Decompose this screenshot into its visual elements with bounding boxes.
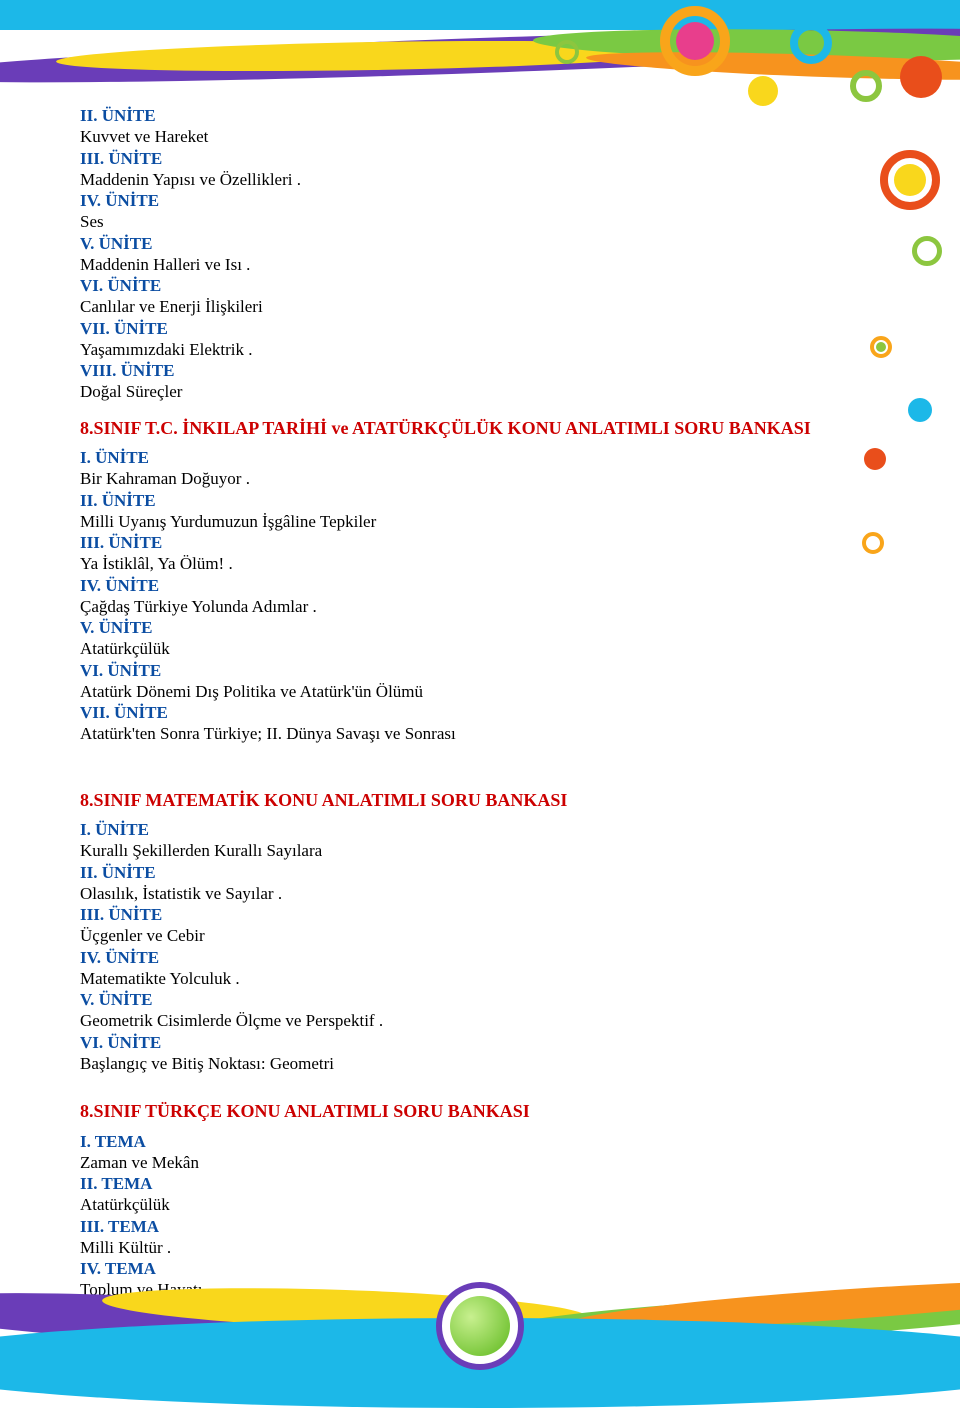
unit-topic: Atatürkçülük: [80, 1194, 840, 1215]
unit-topic: Canlılar ve Enerji İlişkileri: [80, 296, 840, 317]
decor-circle: [894, 164, 926, 196]
unit-label: IV. ÜNİTE: [80, 947, 840, 968]
unit-label: IV. ÜNİTE: [80, 575, 840, 596]
decor-circle: [864, 448, 886, 470]
unit-topic: Milli Kültür .: [80, 1237, 840, 1258]
unit-topic: Zaman ve Mekân: [80, 1152, 840, 1173]
section-heading-matematik: 8.SINIF MATEMATİK KONU ANLATIMLI SORU BA…: [80, 789, 840, 812]
decor-circle: [748, 76, 778, 106]
decor-circle: [790, 22, 832, 64]
unit-label: V. ÜNİTE: [80, 233, 840, 254]
unit-topic: Ses: [80, 211, 840, 232]
unit-label: VII. ÜNİTE: [80, 318, 840, 339]
unit-label: III. ÜNİTE: [80, 148, 840, 169]
unit-label: I. ÜNİTE: [80, 447, 840, 468]
unit-topic: Maddenin Halleri ve Isı .: [80, 254, 840, 275]
unit-topic: Doğal Süreçler: [80, 381, 840, 402]
matematik-units-block: I. ÜNİTE Kurallı Şekillerden Kurallı Say…: [80, 819, 840, 1074]
unit-label: I. TEMA: [80, 1131, 840, 1152]
decor-circle: [676, 22, 714, 60]
unit-label: IV. TEMA: [80, 1258, 840, 1279]
unit-label: V. ÜNİTE: [80, 989, 840, 1010]
unit-label: VII. ÜNİTE: [80, 702, 840, 723]
decor-circle: [555, 40, 579, 64]
unit-label: VI. ÜNİTE: [80, 275, 840, 296]
unit-label: III. ÜNİTE: [80, 532, 840, 553]
unit-topic: Olasılık, İstatistik ve Sayılar .: [80, 883, 840, 904]
unit-topic: Maddenin Yapısı ve Özellikleri .: [80, 169, 840, 190]
unit-label: VI. ÜNİTE: [80, 660, 840, 681]
unit-label: II. ÜNİTE: [80, 105, 840, 126]
fen-units-block: II. ÜNİTE Kuvvet ve Hareket III. ÜNİTE M…: [80, 105, 840, 403]
unit-label: VIII. ÜNİTE: [80, 360, 840, 381]
unit-topic: Matematikte Yolculuk .: [80, 968, 840, 989]
decor-circle: [908, 398, 932, 422]
unit-topic: Başlangıç ve Bitiş Noktası: Geometri: [80, 1053, 840, 1074]
unit-topic: Bir Kahraman Doğuyor .: [80, 468, 840, 489]
unit-label: V. ÜNİTE: [80, 617, 840, 638]
unit-topic: Geometrik Cisimlerde Ölçme ve Perspektif…: [80, 1010, 840, 1031]
unit-topic: Atatürk'ten Sonra Türkiye; II. Dünya Sav…: [80, 723, 840, 744]
section-heading-inkilap: 8.SINIF T.C. İNKILAP TARİHİ ve ATATÜRKÇÜ…: [80, 417, 840, 440]
unit-topic: Üçgenler ve Cebir: [80, 925, 840, 946]
unit-label: III. ÜNİTE: [80, 904, 840, 925]
section-heading-turkce: 8.SINIF TÜRKÇE KONU ANLATIMLI SORU BANKA…: [80, 1100, 840, 1123]
unit-topic: Kuvvet ve Hareket: [80, 126, 840, 147]
decor-circle: [900, 56, 942, 98]
unit-topic: Kurallı Şekillerden Kurallı Sayılara: [80, 840, 840, 861]
unit-topic: Atatürkçülük: [80, 638, 840, 659]
unit-label: VI. ÜNİTE: [80, 1032, 840, 1053]
unit-topic: Ya İstiklâl, Ya Ölüm! .: [80, 553, 840, 574]
document-content: II. ÜNİTE Kuvvet ve Hareket III. ÜNİTE M…: [80, 105, 840, 1343]
decor-circle: [850, 70, 882, 102]
unit-topic: Çağdaş Türkiye Yolunda Adımlar .: [80, 596, 840, 617]
unit-label: II. TEMA: [80, 1173, 840, 1194]
unit-label: III. TEMA: [80, 1216, 840, 1237]
unit-topic: Atatürk Dönemi Dış Politika ve Atatürk'ü…: [80, 681, 840, 702]
decor-circle: [912, 236, 942, 266]
unit-label: I. ÜNİTE: [80, 819, 840, 840]
unit-label: II. ÜNİTE: [80, 862, 840, 883]
bottom-circle-icon: [450, 1296, 510, 1356]
unit-label: II. ÜNİTE: [80, 490, 840, 511]
unit-topic: Yaşamımızdaki Elektrik .: [80, 339, 840, 360]
decor-circle: [876, 342, 886, 352]
decor-circle: [862, 532, 884, 554]
unit-topic: Milli Uyanış Yurdumuzun İşgâline Tepkile…: [80, 511, 840, 532]
inkilap-units-block: I. ÜNİTE Bir Kahraman Doğuyor . II. ÜNİT…: [80, 447, 840, 745]
unit-label: IV. ÜNİTE: [80, 190, 840, 211]
